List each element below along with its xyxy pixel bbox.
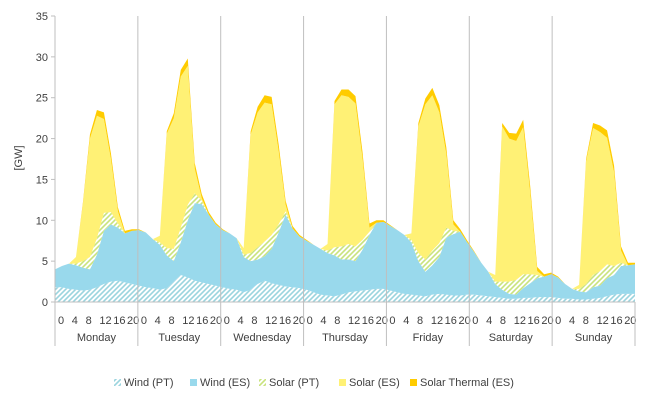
hour-tick-label: 12 (182, 315, 194, 327)
hour-tick-label: 12 (265, 315, 277, 327)
legend-label-solar_thermal_es: Solar Thermal (ES) (420, 377, 514, 389)
hour-tick-label: 8 (334, 315, 340, 327)
hour-tick-label: 16 (113, 315, 125, 327)
hour-tick-label: 0 (389, 315, 395, 327)
y-tick-label: 10 (36, 215, 48, 227)
hour-tick-label: 0 (555, 315, 561, 327)
hour-tick-label: 0 (224, 315, 230, 327)
y-tick-label: 35 (36, 11, 48, 23)
hour-tick-label: 16 (196, 315, 208, 327)
day-label: Friday (413, 332, 444, 344)
hour-tick-label: 8 (583, 315, 589, 327)
hour-tick-label: 8 (251, 315, 257, 327)
legend: Wind (PT) Wind (ES) Solar (PT) Solar (ES) So… (114, 377, 514, 389)
hour-tick-label: 16 (610, 315, 622, 327)
day-label: Sunday (575, 332, 613, 344)
hour-tick-label: 16 (445, 315, 457, 327)
day-label: Saturday (489, 332, 534, 344)
hour-tick-label: 4 (486, 315, 492, 327)
hour-tick-label: 4 (320, 315, 326, 327)
area-wind_pt (55, 275, 635, 302)
y-tick-label: 0 (42, 297, 48, 309)
hour-tick-label: 12 (99, 315, 111, 327)
hour-tick-label: 20 (210, 315, 222, 327)
area-solar_es (55, 65, 635, 289)
series-areas (55, 58, 635, 302)
y-tick-label: 15 (36, 174, 48, 186)
y-axis-label: [GW] (13, 145, 25, 170)
hour-tick-label: 20 (376, 315, 388, 327)
legend-swatch-wind_pt (114, 379, 121, 386)
day-label: Tuesday (158, 332, 200, 344)
hour-tick-label: 12 (597, 315, 609, 327)
legend-label-wind_es: Wind (ES) (200, 377, 250, 389)
day-label: Thursday (322, 332, 368, 344)
legend-label-wind_pt: Wind (PT) (124, 377, 174, 389)
hour-tick-label: 8 (500, 315, 506, 327)
hour-tick-label: 12 (514, 315, 526, 327)
hour-tick-label: 0 (307, 315, 313, 327)
hour-tick-label: 4 (403, 315, 409, 327)
legend-swatch-solar_thermal_es (410, 379, 417, 386)
hour-tick-label: 12 (431, 315, 443, 327)
hour-tick-label: 0 (58, 315, 64, 327)
hour-tick-label: 0 (141, 315, 147, 327)
hour-tick-label: 8 (86, 315, 92, 327)
y-tick-label: 20 (36, 134, 48, 146)
hour-tick-label: 16 (279, 315, 291, 327)
day-label: Wednesday (233, 332, 291, 344)
hour-tick-label: 12 (348, 315, 360, 327)
hour-tick-label: 8 (168, 315, 174, 327)
legend-label-solar_pt: Solar (PT) (269, 377, 319, 389)
y-tick-label: 30 (36, 52, 48, 64)
hour-tick-label: 20 (624, 315, 636, 327)
legend-swatch-wind_es (190, 379, 197, 386)
hour-tick-label: 4 (155, 315, 161, 327)
hour-tick-label: 8 (417, 315, 423, 327)
area-wind_es (55, 203, 635, 300)
hour-tick-label: 20 (541, 315, 553, 327)
hour-tick-label: 20 (293, 315, 305, 327)
hour-tick-label: 16 (362, 315, 374, 327)
hour-tick-label: 4 (72, 315, 78, 327)
hour-tick-label: 16 (528, 315, 540, 327)
hour-tick-label: 4 (238, 315, 244, 327)
legend-label-solar_es: Solar (ES) (349, 377, 400, 389)
hour-tick-label: 20 (127, 315, 139, 327)
hour-tick-label: 0 (472, 315, 478, 327)
y-tick-label: 5 (42, 256, 48, 268)
y-tick-label: 25 (36, 93, 48, 105)
day-label: Monday (77, 332, 117, 344)
hour-tick-label: 20 (458, 315, 470, 327)
legend-swatch-solar_pt (259, 379, 266, 386)
hour-tick-label: 4 (569, 315, 575, 327)
legend-swatch-solar_es (339, 379, 346, 386)
